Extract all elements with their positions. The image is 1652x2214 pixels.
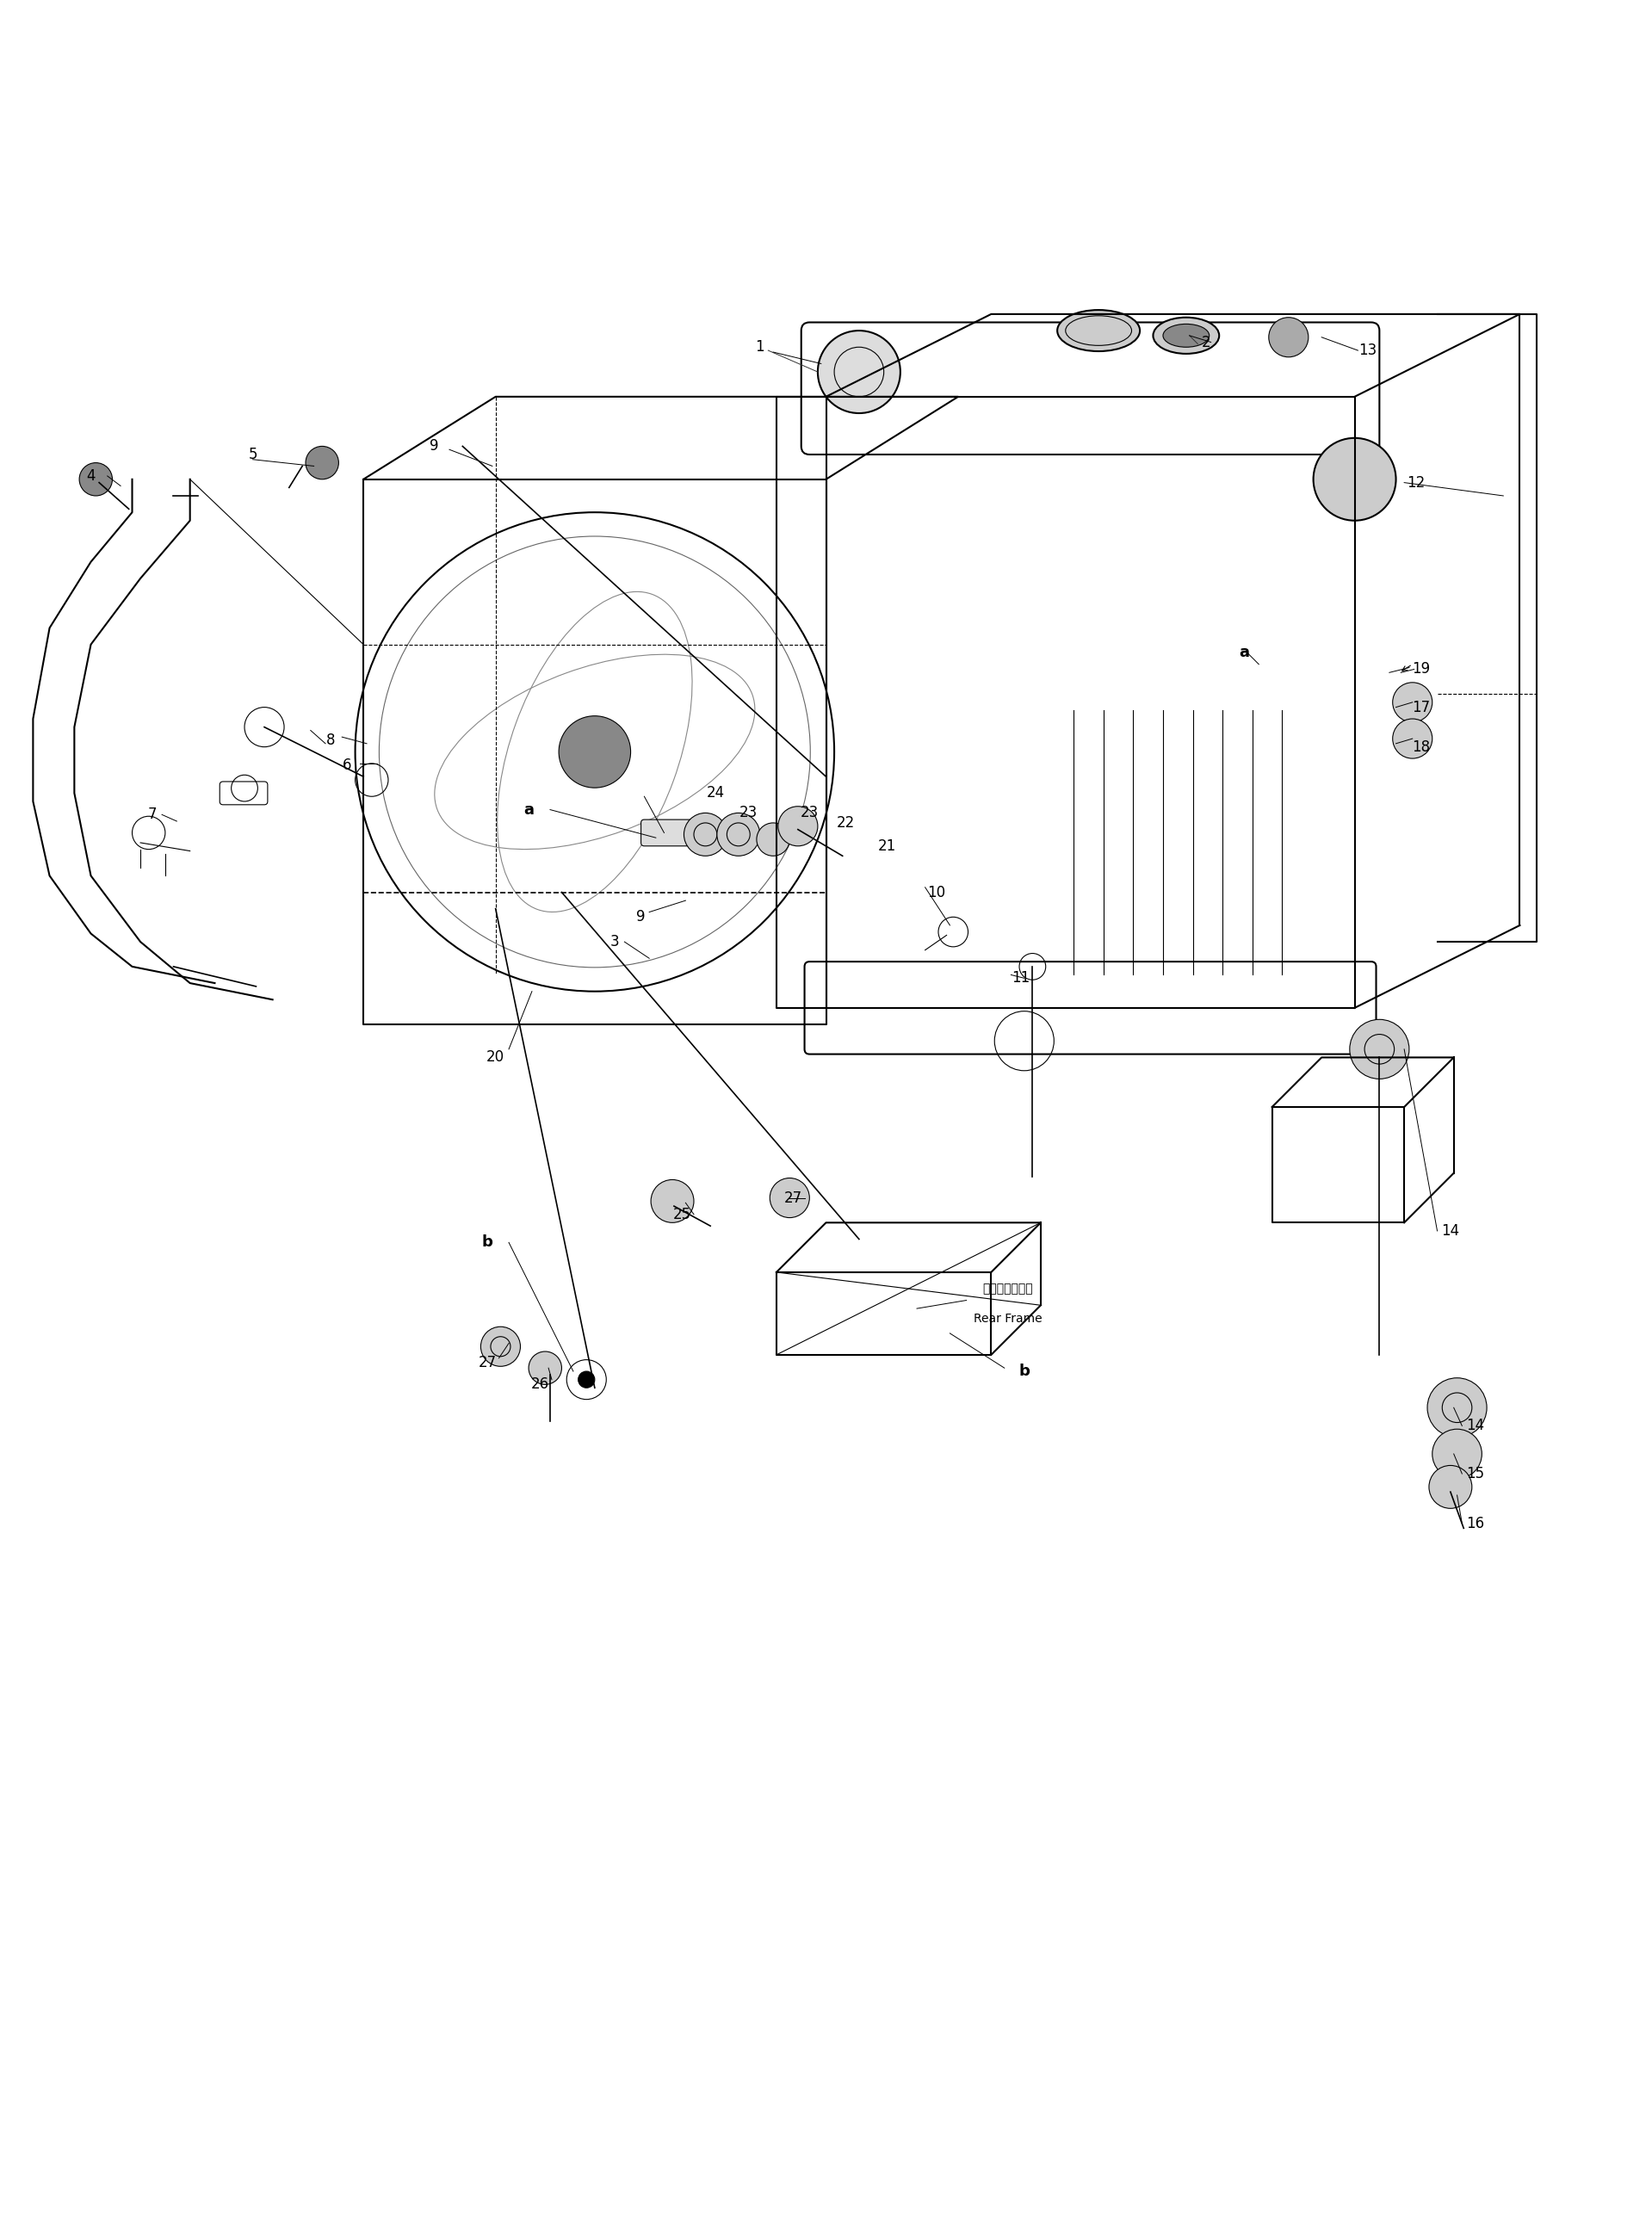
Text: b: b [1019, 1364, 1029, 1379]
Text: 2: 2 [1201, 334, 1211, 350]
Text: 3: 3 [610, 934, 620, 950]
Circle shape [529, 1351, 562, 1384]
Circle shape [717, 813, 760, 857]
Text: 19: 19 [1411, 662, 1431, 677]
Text: 25: 25 [672, 1207, 692, 1222]
FancyBboxPatch shape [220, 782, 268, 804]
Circle shape [306, 447, 339, 478]
Circle shape [1429, 1466, 1472, 1508]
Text: 14: 14 [1441, 1222, 1460, 1238]
Circle shape [1432, 1428, 1482, 1479]
Circle shape [757, 824, 790, 857]
Text: 16: 16 [1465, 1517, 1485, 1532]
Text: 17: 17 [1411, 700, 1431, 715]
Text: 9: 9 [636, 910, 646, 925]
Circle shape [684, 813, 727, 857]
Circle shape [1350, 1018, 1409, 1078]
Circle shape [651, 1180, 694, 1222]
Circle shape [818, 330, 900, 414]
Text: 26: 26 [530, 1377, 550, 1393]
Circle shape [1393, 682, 1432, 722]
Ellipse shape [1153, 317, 1219, 354]
Text: 21: 21 [877, 839, 897, 855]
Circle shape [481, 1326, 520, 1366]
Circle shape [778, 806, 818, 846]
Text: 11: 11 [1011, 970, 1031, 985]
Circle shape [79, 463, 112, 496]
Text: 9: 9 [430, 438, 439, 454]
Circle shape [1393, 720, 1432, 759]
Text: 20: 20 [486, 1049, 506, 1065]
Text: 23: 23 [738, 806, 758, 821]
Text: 8: 8 [325, 733, 335, 748]
Text: a: a [1239, 644, 1249, 660]
Text: 15: 15 [1465, 1466, 1485, 1481]
Circle shape [1313, 438, 1396, 520]
Ellipse shape [1163, 323, 1209, 348]
Text: 18: 18 [1411, 739, 1431, 755]
Text: 24: 24 [705, 786, 725, 801]
FancyBboxPatch shape [641, 819, 705, 846]
Text: 7: 7 [147, 806, 157, 821]
Text: b: b [482, 1235, 492, 1251]
Text: リヤーフレーム: リヤーフレーム [983, 1282, 1032, 1295]
Text: a: a [524, 801, 534, 817]
FancyBboxPatch shape [801, 323, 1379, 454]
Circle shape [578, 1370, 595, 1388]
Text: 1: 1 [755, 339, 765, 354]
Text: 14: 14 [1465, 1419, 1485, 1432]
Text: 10: 10 [927, 886, 947, 901]
Text: 27: 27 [477, 1355, 497, 1370]
Text: 13: 13 [1358, 343, 1378, 359]
Text: 27: 27 [783, 1191, 803, 1207]
Circle shape [558, 715, 631, 788]
Ellipse shape [1057, 310, 1140, 352]
Text: 22: 22 [836, 815, 856, 830]
Circle shape [770, 1178, 809, 1218]
Text: Rear Frame: Rear Frame [973, 1313, 1042, 1324]
Circle shape [1427, 1377, 1487, 1437]
Circle shape [1269, 317, 1308, 356]
FancyBboxPatch shape [805, 961, 1376, 1054]
Text: 23: 23 [800, 806, 819, 821]
Text: 5: 5 [248, 447, 258, 463]
Text: 4: 4 [86, 467, 96, 483]
Text: 12: 12 [1406, 474, 1426, 489]
Text: 6: 6 [342, 757, 352, 773]
